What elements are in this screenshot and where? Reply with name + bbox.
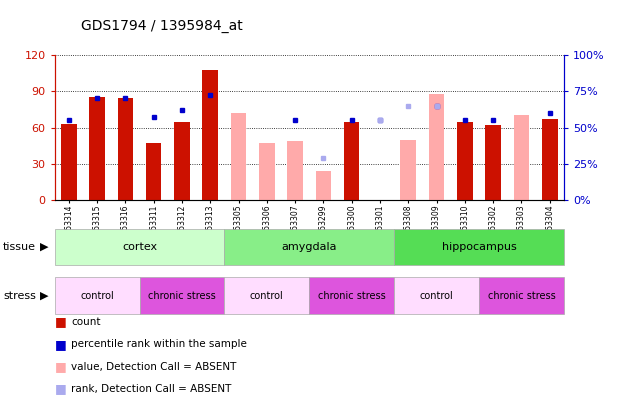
Text: ■: ■ bbox=[55, 338, 66, 351]
Text: count: count bbox=[71, 317, 101, 327]
Bar bbox=[486, 125, 501, 200]
Text: percentile rank within the sample: percentile rank within the sample bbox=[71, 339, 247, 349]
Text: ▶: ▶ bbox=[40, 242, 49, 252]
Bar bbox=[117, 98, 133, 200]
Text: GDS1794 / 1395984_at: GDS1794 / 1395984_at bbox=[81, 19, 242, 33]
Bar bbox=[344, 122, 360, 200]
Bar bbox=[514, 115, 529, 200]
Text: value, Detection Call = ABSENT: value, Detection Call = ABSENT bbox=[71, 362, 237, 371]
Bar bbox=[89, 97, 105, 200]
Text: chronic stress: chronic stress bbox=[318, 291, 386, 301]
Text: rank, Detection Call = ABSENT: rank, Detection Call = ABSENT bbox=[71, 384, 232, 394]
Bar bbox=[231, 113, 247, 200]
Text: hippocampus: hippocampus bbox=[442, 242, 517, 252]
Text: control: control bbox=[80, 291, 114, 301]
Bar bbox=[259, 143, 274, 200]
Text: ■: ■ bbox=[55, 382, 66, 395]
Bar bbox=[288, 141, 303, 200]
Text: control: control bbox=[420, 291, 453, 301]
Bar bbox=[428, 94, 445, 200]
Text: ■: ■ bbox=[55, 360, 66, 373]
Text: chronic stress: chronic stress bbox=[487, 291, 555, 301]
Bar bbox=[457, 122, 473, 200]
Bar bbox=[146, 143, 161, 200]
Bar bbox=[542, 119, 558, 200]
Text: ■: ■ bbox=[55, 315, 66, 328]
Text: ▶: ▶ bbox=[40, 291, 49, 301]
Bar bbox=[315, 171, 331, 200]
Bar bbox=[61, 124, 76, 200]
Text: amygdala: amygdala bbox=[281, 242, 337, 252]
Bar bbox=[401, 140, 416, 200]
Text: chronic stress: chronic stress bbox=[148, 291, 216, 301]
Bar bbox=[202, 70, 218, 200]
Text: control: control bbox=[250, 291, 284, 301]
Text: cortex: cortex bbox=[122, 242, 157, 252]
Text: tissue: tissue bbox=[3, 242, 36, 252]
Text: stress: stress bbox=[3, 291, 36, 301]
Bar bbox=[174, 122, 190, 200]
